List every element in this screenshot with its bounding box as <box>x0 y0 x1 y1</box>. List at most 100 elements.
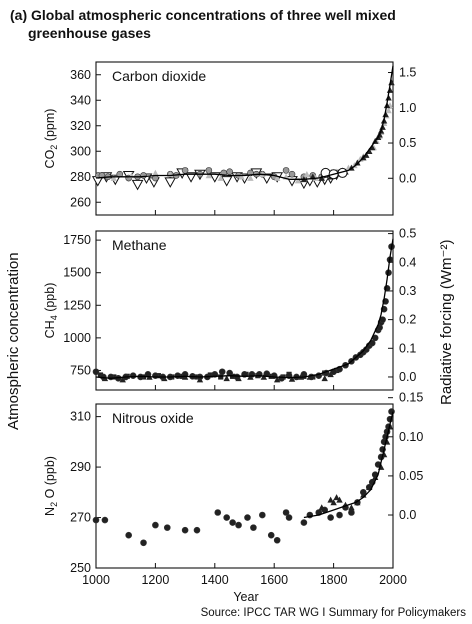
data-point-ch4 <box>144 371 152 378</box>
right-tick-label-ch4: 0.2 <box>399 313 416 327</box>
data-point-ch4 <box>270 372 278 379</box>
data-point-ch4 <box>129 372 137 379</box>
panel-title-co2: Carbon dioxide <box>112 68 206 84</box>
right-tick-label-co2: 1.0 <box>399 101 416 115</box>
data-point-co2 <box>388 79 395 86</box>
data-point-n2o <box>235 521 242 529</box>
x-tick-label: 1600 <box>260 573 288 587</box>
smoothed-line-ch4 <box>95 238 394 379</box>
figure-title-line1: (a) Global atmospheric concentrations of… <box>10 7 396 23</box>
data-point-co2 <box>220 176 233 187</box>
data-point-co2 <box>303 171 311 177</box>
data-point-n2o <box>327 514 334 521</box>
data-point-co2 <box>131 179 144 191</box>
data-point-co2 <box>385 107 392 114</box>
data-point-n2o <box>101 516 109 524</box>
y-tick-label-ch4: 1750 <box>63 233 91 247</box>
right-tick-label-n2o: 0.05 <box>399 469 423 483</box>
data-point-n2o <box>181 526 189 534</box>
data-point-n2o <box>244 514 251 521</box>
data-point-co2 <box>247 174 254 181</box>
data-point-ch4 <box>233 373 241 381</box>
y-tick-label-ch4: 1500 <box>63 266 91 280</box>
x-axis-title: Year <box>233 590 258 604</box>
source-caption: Source: IPCC TAR WG I Summary for Policy… <box>201 607 467 619</box>
data-point-n2o <box>285 514 293 521</box>
data-point-co2 <box>286 176 298 187</box>
data-point-co2 <box>351 162 358 169</box>
data-point-co2 <box>226 168 233 175</box>
right-tick-label-n2o: 0.15 <box>399 391 423 405</box>
data-point-ch4 <box>260 373 268 380</box>
x-tick-label: 1800 <box>320 573 348 587</box>
panel-co2: 260 280 300 320 340 360 0.0 0.5 1.0 1.5 Carbon dio… <box>43 61 416 216</box>
left-axis-title: Atmospheric concentration <box>5 252 22 430</box>
panel-frame-co2 <box>95 61 394 216</box>
data-point-n2o <box>92 516 100 524</box>
y-tick-label-n2o: 310 <box>70 410 91 424</box>
y-tick-label-n2o: 250 <box>70 561 91 575</box>
y-tick-label-co2: 280 <box>70 170 91 184</box>
y-tick-label-ch4: 750 <box>70 363 91 377</box>
x-tick-label: 1400 <box>201 573 229 587</box>
right-axis-title: Radiative forcing (Wm⁻²) <box>438 240 455 405</box>
data-point-n2o <box>354 499 361 506</box>
data-point-co2 <box>217 174 224 181</box>
data-point-co2 <box>273 174 281 181</box>
panel-title-n2o: Nitrous oxide <box>112 410 194 426</box>
y-axis-label-ch4: CH4 (ppb) <box>43 283 59 339</box>
data-point-co2 <box>294 177 302 184</box>
data-point-co2 <box>152 169 159 176</box>
right-tick-label-n2o: 0.10 <box>399 430 423 444</box>
right-tick-label-ch4: 0.1 <box>399 341 416 355</box>
data-point-ch4 <box>278 374 285 382</box>
right-tick-label-ch4: 0.0 <box>399 370 416 384</box>
x-tick-label: 2000 <box>379 573 407 587</box>
data-point-n2o <box>336 496 343 503</box>
data-point-n2o <box>214 509 222 516</box>
data-point-n2o <box>336 511 343 519</box>
y-tick-label-co2: 360 <box>70 68 91 82</box>
data-point-co2 <box>185 172 197 183</box>
data-point-co2 <box>369 144 376 151</box>
right-tick-label-ch4: 0.4 <box>399 255 416 269</box>
data-point-co2 <box>288 170 296 178</box>
data-point-ch4 <box>119 376 126 383</box>
figure-title-line2: greenhouse gases <box>28 25 151 41</box>
data-point-ch4 <box>107 373 115 381</box>
data-point-co2 <box>140 172 147 179</box>
data-point-ch4 <box>207 372 213 378</box>
data-point-n2o <box>125 531 132 539</box>
right-tick-label-co2: 0.0 <box>399 171 416 185</box>
data-point-co2 <box>164 177 177 188</box>
smoothed-line-co2 <box>95 65 394 180</box>
panel-n2o: 250 270 290 310 1000 1200 1400 1600 1800 2000 0.0 0… <box>43 391 423 587</box>
data-point-n2o <box>193 526 201 534</box>
data-point-co2 <box>354 159 361 166</box>
data-point-ch4 <box>174 372 181 379</box>
y-tick-label-n2o: 290 <box>70 460 91 474</box>
data-point-n2o <box>229 519 236 526</box>
y-tick-label-ch4: 1250 <box>63 298 91 312</box>
data-point-co2 <box>238 173 245 180</box>
data-point-ch4 <box>218 368 226 376</box>
data-point-n2o <box>327 496 334 503</box>
y-axis-label-n2o: N2 O (ppb) <box>43 456 59 516</box>
y-tick-label-co2: 340 <box>70 93 91 107</box>
right-tick-label-co2: 1.5 <box>399 66 416 80</box>
data-point-n2o <box>282 509 290 516</box>
y-tick-label-co2: 320 <box>70 119 91 133</box>
data-point-n2o <box>163 524 171 531</box>
right-tick-label-ch4: 0.3 <box>399 284 416 298</box>
x-tick-label: 1000 <box>82 573 110 587</box>
y-tick-label-n2o: 270 <box>70 511 91 525</box>
data-point-n2o <box>140 539 147 547</box>
y-tick-label-co2: 260 <box>70 195 91 209</box>
data-point-n2o <box>267 531 275 539</box>
data-point-n2o <box>273 536 281 544</box>
right-tick-label-ch4: 0.5 <box>399 227 416 241</box>
data-point-co2 <box>205 172 213 179</box>
data-point-n2o <box>259 511 266 519</box>
data-point-n2o <box>333 494 340 501</box>
